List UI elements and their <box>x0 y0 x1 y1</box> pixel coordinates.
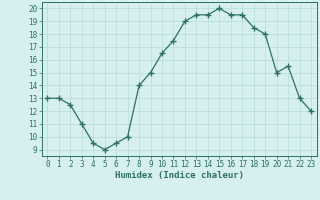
X-axis label: Humidex (Indice chaleur): Humidex (Indice chaleur) <box>115 171 244 180</box>
